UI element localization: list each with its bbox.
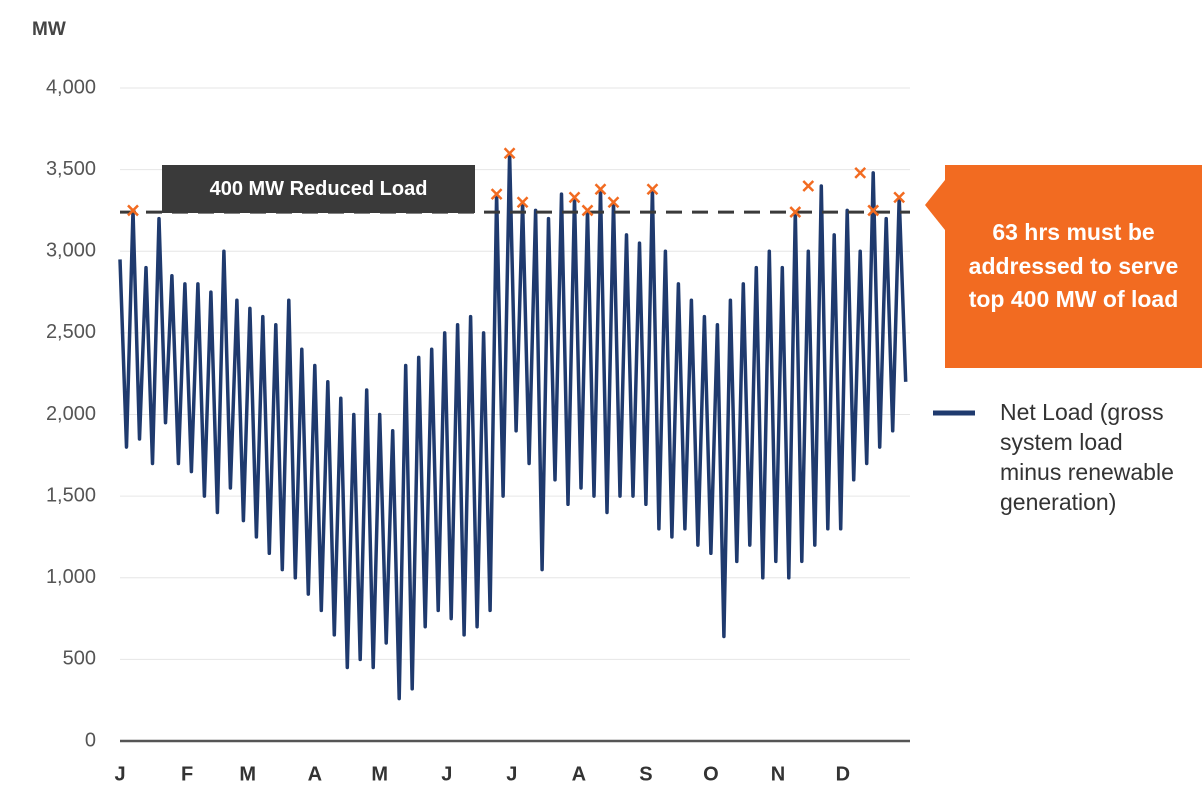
peak-marker	[581, 204, 594, 217]
x-tick-label: A	[308, 763, 322, 785]
y-tick-label: 1,000	[46, 566, 96, 588]
y-tick-label: 0	[85, 729, 96, 751]
peak-marker	[490, 188, 503, 200]
peak-marker	[568, 191, 581, 204]
reduced-load-label: 400 MW Reduced Load	[162, 165, 475, 213]
peak-marker	[607, 196, 620, 209]
y-tick-label: 2,000	[46, 403, 96, 425]
x-tick-label: J	[441, 763, 452, 785]
y-tick-label: 2,500	[46, 321, 96, 343]
peak-marker	[789, 206, 802, 218]
x-tick-label: J	[506, 763, 517, 785]
peak-marker	[802, 180, 815, 192]
x-tick-label: M	[371, 763, 388, 785]
y-tick-label: 4,000	[46, 76, 96, 98]
peak-marker	[854, 167, 867, 179]
x-tick-label: M	[239, 763, 256, 785]
peak-marker	[503, 147, 516, 160]
y-tick-label: 1,500	[46, 484, 96, 506]
peak-marker	[594, 183, 607, 196]
x-tick-label: S	[639, 763, 652, 785]
x-tick-label: D	[836, 763, 850, 785]
callout-box: 63 hrs must be addressed to serve top 40…	[945, 165, 1202, 368]
x-tick-label: O	[703, 763, 719, 785]
y-tick-label: 3,000	[46, 240, 96, 262]
peak-marker	[646, 183, 659, 196]
x-tick-label: J	[114, 763, 125, 785]
y-tick-label: 3,500	[46, 158, 96, 180]
callout-pointer	[925, 180, 945, 230]
net-load-line	[118, 151, 908, 701]
y-tick-label: 500	[63, 648, 96, 670]
peak-marker	[516, 196, 529, 209]
y-axis-label: MW	[32, 19, 66, 40]
x-tick-label: A	[572, 763, 586, 785]
x-tick-label: F	[181, 763, 193, 785]
x-tick-label: N	[771, 763, 785, 785]
peak-marker	[893, 191, 906, 204]
legend-label: Net Load (gross system load minus renewa…	[1000, 399, 1174, 515]
peak-marker	[127, 204, 139, 217]
peak-marker	[867, 204, 880, 217]
